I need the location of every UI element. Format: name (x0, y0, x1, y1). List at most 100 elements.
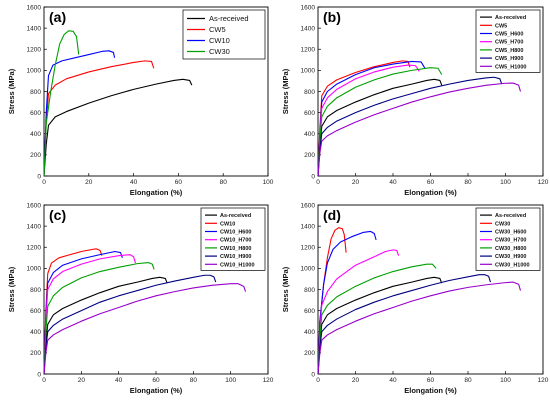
y-tick-label: 0 (311, 371, 315, 378)
x-axis-label: Elongation (%) (130, 188, 183, 197)
x-tick-label: 100 (263, 179, 274, 186)
legend-label: As-received (495, 213, 526, 219)
y-tick-label: 600 (304, 110, 315, 117)
y-tick-label: 1600 (301, 4, 316, 11)
y-tick-label: 200 (30, 350, 41, 357)
series-line-cw5 (43, 60, 155, 177)
y-tick-label: 600 (304, 308, 315, 315)
panel-b: 0 20 40 60 80 100 1200200400600800100012001400… (281, 4, 549, 197)
series-line-cw30 (43, 30, 80, 177)
x-tick-label: 40 (115, 377, 123, 384)
x-tick-label: 60 (152, 377, 160, 384)
y-tick-label: 1000 (301, 266, 316, 273)
x-tick-label: 40 (389, 377, 397, 384)
legend-label: CW5_H1000 (495, 64, 527, 70)
series-line-as-received (43, 78, 193, 177)
y-axis-label: Stress (MPa) (281, 266, 290, 312)
y-tick-label: 1200 (27, 245, 42, 252)
legend-label: As-received (209, 14, 249, 23)
y-tick-label: 0 (311, 173, 315, 180)
panel-label: (c) (49, 207, 66, 223)
x-tick-label: 80 (190, 377, 198, 384)
panel-label: (b) (323, 9, 341, 25)
legend-label: CW30_H900 (495, 254, 527, 260)
series-line-cw10-h1000 (43, 283, 247, 375)
x-tick-label: 0 (42, 377, 46, 384)
series-line-cw5-h1000 (317, 82, 522, 177)
x-tick-label: 100 (500, 377, 511, 384)
series-line-cw10 (43, 50, 116, 177)
panel-label: (a) (49, 9, 66, 25)
x-axis-label: Elongation (%) (404, 188, 457, 197)
legend-label: CW30_H600 (495, 230, 527, 236)
panel-d: 0 20 40 60 80 100 1200200400600800100012001400… (281, 202, 549, 395)
y-tick-label: 200 (304, 152, 315, 159)
legend-label: CW10_H900 (220, 254, 252, 260)
legend-label: CW10 (209, 36, 230, 45)
y-tick-label: 1200 (301, 47, 316, 54)
x-tick-label: 20 (352, 179, 360, 186)
series-line-cw10-h700 (43, 254, 136, 375)
x-axis-label: Elongation (%) (404, 386, 457, 395)
legend-label: CW30 (495, 221, 510, 227)
y-axis-label: Stress (MPa) (7, 68, 16, 114)
legend-label: CW5 (209, 25, 226, 34)
y-tick-label: 800 (30, 89, 41, 96)
y-tick-label: 0 (37, 173, 41, 180)
y-tick-label: 1600 (301, 202, 316, 209)
legend-label: CW5_H600 (495, 32, 523, 38)
series-line-cw30-h900 (317, 274, 492, 375)
series-line-cw10-h800 (43, 262, 155, 375)
x-tick-label: 60 (175, 179, 183, 186)
y-tick-label: 600 (30, 308, 41, 315)
y-tick-label: 200 (304, 350, 315, 357)
y-axis-label: Stress (MPa) (281, 68, 290, 114)
x-tick-label: 80 (220, 179, 228, 186)
y-tick-label: 400 (30, 131, 41, 138)
x-tick-label: 120 (538, 179, 549, 186)
series-line-cw5-h700 (317, 64, 420, 177)
y-tick-label: 400 (30, 329, 41, 336)
x-tick-label: 60 (427, 377, 435, 384)
x-tick-label: 100 (225, 377, 236, 384)
y-tick-label: 800 (30, 287, 41, 294)
y-tick-label: 1000 (27, 68, 42, 75)
series-line-cw30-h600 (317, 230, 377, 375)
series-line-as-received (317, 78, 443, 177)
y-tick-label: 1600 (27, 4, 42, 11)
x-tick-label: 60 (427, 179, 435, 186)
panel-label: (d) (323, 207, 341, 223)
x-tick-label: 40 (389, 179, 397, 186)
x-axis-label: Elongation (%) (130, 386, 183, 395)
legend-label: CW10_H600 (220, 230, 252, 236)
legend-label: CW30_H1000 (495, 262, 530, 268)
legend: As-received CW30 CW30_H600 CW30_H700 CW30_H8… (475, 207, 541, 271)
legend: As-received CW5 CW10 CW30 (182, 9, 266, 60)
x-tick-label: 120 (538, 377, 549, 384)
x-tick-label: 80 (464, 179, 472, 186)
legend-label: CW5 (495, 23, 507, 29)
panel-c: 0 20 40 60 80 100 1200200400600800100012001400… (7, 202, 274, 395)
legend-label: CW10_H1000 (220, 262, 255, 268)
y-tick-label: 1200 (301, 245, 316, 252)
legend-label: As-received (495, 15, 526, 21)
x-tick-label: 40 (130, 179, 138, 186)
x-tick-label: 0 (316, 377, 320, 384)
legend: As-received CW10 CW10_H600 CW10_H700 CW10_H8… (200, 207, 266, 271)
y-tick-label: 1400 (27, 25, 42, 32)
legend-label: CW5_H700 (495, 40, 523, 46)
y-tick-label: 1400 (301, 25, 316, 32)
legend-label: CW30 (209, 47, 230, 56)
legend-label: CW10_H800 (220, 246, 252, 252)
series-line-cw30-h800 (317, 263, 437, 375)
legend-label: As-received (220, 213, 251, 219)
y-tick-label: 1400 (301, 223, 316, 230)
x-tick-label: 0 (316, 179, 320, 186)
y-tick-label: 1000 (27, 266, 42, 273)
legend-label: CW5_H800 (495, 48, 523, 54)
legend: As-received CW5 CW5_H600 CW5_H700 CW5_H800 CW… (475, 9, 541, 73)
y-tick-label: 200 (30, 152, 41, 159)
series-line-cw10-h900 (43, 274, 217, 375)
series-line-cw5-h600 (317, 60, 426, 177)
